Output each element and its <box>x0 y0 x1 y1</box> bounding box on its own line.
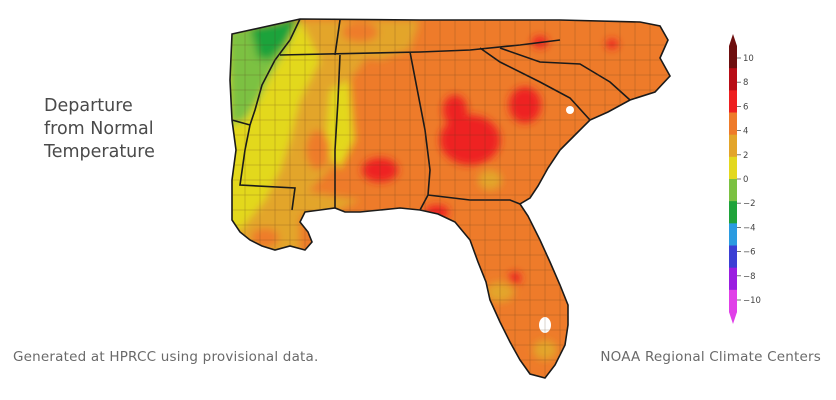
legend-swatch <box>729 289 737 313</box>
legend-swatch <box>729 90 737 113</box>
legend-arrow-bottom <box>729 312 737 324</box>
zone-yellow-central <box>325 80 355 170</box>
legend-tick-label: 8 <box>743 78 748 88</box>
border-ar-la <box>231 119 251 126</box>
legend-swatch <box>729 156 737 180</box>
legend-swatch <box>729 112 737 136</box>
legend-ticks: 10 8 6 4 2 0 −2 −4 −6 −8 −10 <box>737 54 761 306</box>
patch-tn-west <box>342 22 378 42</box>
legend-arrow-top <box>729 34 737 46</box>
legend-swatch <box>729 46 737 69</box>
border-al-ga <box>409 51 431 211</box>
legend-tick-label: −8 <box>743 272 756 282</box>
legend-tick-label: −6 <box>743 248 756 258</box>
footer-source-note: Generated at HPRCC using provisional dat… <box>13 349 319 365</box>
legend-swatch <box>729 179 737 202</box>
title-line-1: Departure <box>44 96 133 116</box>
legend-swatch <box>729 223 737 246</box>
patch-louisiana <box>251 228 279 248</box>
border-ga-sc <box>479 47 591 121</box>
border-ky-tn <box>334 19 341 56</box>
legend-bar <box>729 34 737 324</box>
legend-tick-label: −2 <box>743 199 756 209</box>
legend-swatch <box>729 245 737 269</box>
legend-tick-label: −10 <box>743 296 761 306</box>
border-mississippi-river <box>239 18 301 211</box>
legend-swatch <box>729 201 737 224</box>
legend-tick-label: 2 <box>743 151 748 161</box>
title-line-2: from Normal <box>44 119 154 139</box>
legend-swatch <box>729 267 737 291</box>
legend-tick-label: 6 <box>743 102 748 112</box>
legend-tick-label: −4 <box>743 223 756 233</box>
lake-marion <box>566 106 574 114</box>
title-line-3: Temperature <box>44 142 155 162</box>
map-title: Departure from Normal Temperature <box>44 95 214 164</box>
legend-tick-label: 0 <box>743 175 748 185</box>
legend-swatch <box>729 68 737 91</box>
border-nc-sc <box>499 47 631 101</box>
footer-credit: NOAA Regional Climate Centers <box>600 349 821 365</box>
legend-tick-label: 4 <box>743 127 748 137</box>
legend-swatch <box>729 134 737 158</box>
hotspot-nc <box>606 39 618 49</box>
zone-light-orange-coast <box>300 190 360 215</box>
legend-tick-label: 10 <box>743 54 754 64</box>
